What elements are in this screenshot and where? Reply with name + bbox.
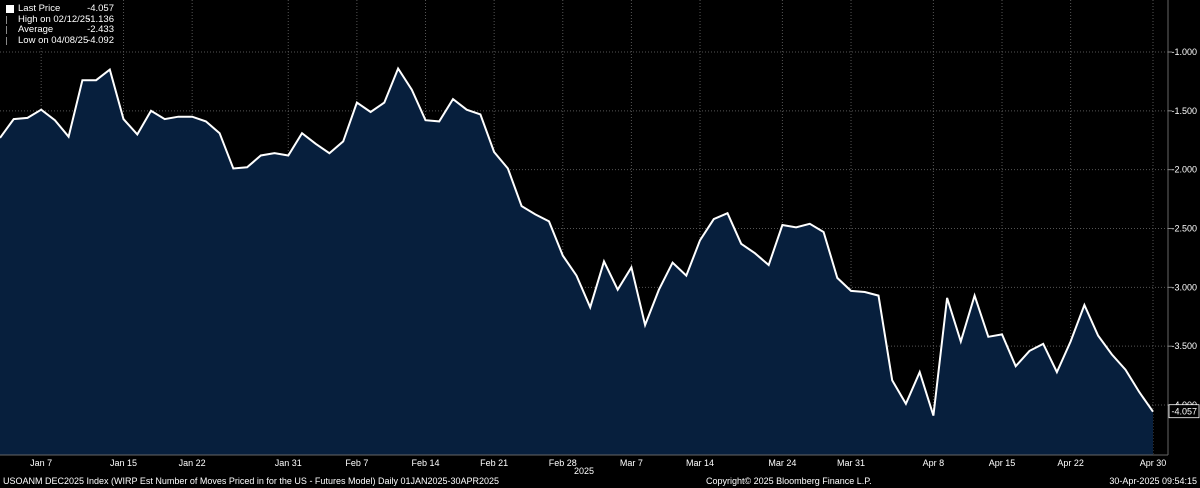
x-axis-ticks: Jan 7 Jan 15 Jan 22 Jan 31 Feb 7 Feb 14 Feb 21…: [30, 458, 1166, 468]
footer: USOANM DEC2025 Index (WIRP Est Number of…: [0, 474, 1200, 488]
last-price-label: -4.057: [1171, 407, 1197, 417]
legend-swatch-last: [6, 5, 14, 14]
legend-value: -4.092: [87, 34, 114, 46]
footer-timestamp: 30-Apr-2025 09:54:15: [1109, 476, 1197, 486]
legend-value: -4.057: [87, 3, 114, 14]
last-price-box: [1168, 404, 1200, 419]
year-label: 2025: [574, 466, 594, 476]
legend-swatch-low: [6, 36, 14, 45]
area-fill: [0, 68, 1153, 455]
legend-label: Low on 04/08/25: [18, 34, 89, 46]
x-tick-label: Jan 15: [110, 458, 137, 468]
y-tick-label: -3.000: [1171, 282, 1197, 292]
x-tick-label: Mar 7: [620, 458, 643, 468]
legend-swatch-high: [6, 15, 14, 24]
legend-row-average: Average -2.433: [6, 24, 114, 36]
legend-swatch-average: [6, 26, 14, 35]
x-tick-label: Feb 7: [345, 458, 368, 468]
legend-value: -2.433: [87, 24, 114, 35]
x-tick-label: Feb 14: [411, 458, 439, 468]
legend-row-last: Last Price -4.057: [6, 3, 114, 15]
legend-value: -1.136: [87, 13, 114, 25]
legend-label: Last Price: [18, 3, 61, 14]
legend: Last Price -4.057 High on 02/12/25 -1.13…: [0, 0, 120, 48]
x-tick-label: Feb 28: [549, 458, 577, 468]
price-line: [0, 66, 1154, 416]
footer-source: USOANM DEC2025 Index (WIRP Est Number of…: [3, 476, 500, 486]
x-tick-label: Jan 7: [30, 458, 52, 468]
x-tick-label: Apr 22: [1057, 458, 1084, 468]
y-axis-ticks: -1.000-1.500-2.000-2.500-3.000-3.500-4.0…: [1168, 47, 1197, 410]
legend-row-high: High on 02/12/25 -1.136: [6, 13, 114, 26]
y-tick-label: -3.500: [1171, 341, 1197, 351]
y-tick-label: -1.000: [1171, 47, 1197, 57]
x-tick-label: Mar 14: [686, 458, 714, 468]
x-tick-label: Mar 31: [837, 458, 865, 468]
x-tick-label: Jan 22: [179, 458, 206, 468]
legend-row-low: Low on 04/08/25 -4.092: [6, 34, 114, 47]
footer-copyright: Copyright© 2025 Bloomberg Finance L.P.: [706, 476, 872, 486]
y-tick-label: -2.500: [1171, 224, 1197, 234]
last-price-tag: -4.057: [1168, 404, 1200, 419]
grid-lines: [0, 0, 1168, 455]
x-tick-label: Mar 24: [768, 458, 796, 468]
legend-label: High on 02/12/25: [18, 13, 91, 25]
x-tick-label: Apr 30: [1140, 458, 1167, 468]
x-tick-label: Apr 15: [989, 458, 1016, 468]
y-tick-label: -2.000: [1171, 165, 1197, 175]
x-tick-label: Jan 31: [275, 458, 302, 468]
legend-label: Average: [18, 24, 54, 35]
y-tick-label: -1.500: [1171, 106, 1197, 116]
x-tick-label: Apr 8: [923, 458, 945, 468]
x-tick-label: Feb 21: [480, 458, 508, 468]
